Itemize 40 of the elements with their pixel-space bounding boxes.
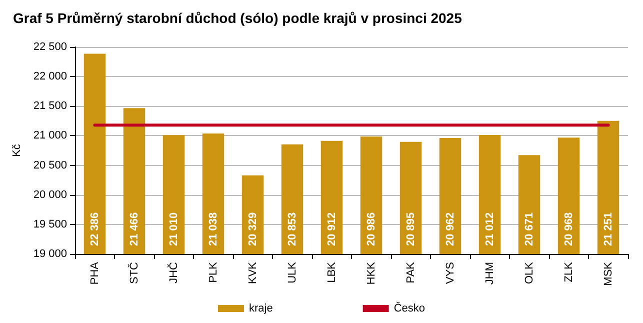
data-label: 20 853 <box>286 212 298 246</box>
data-label: 21 038 <box>207 212 220 246</box>
y-tick-label: 21 000 <box>33 130 67 142</box>
data-label: 21 012 <box>484 212 496 246</box>
data-label: 22 386 <box>88 212 101 246</box>
data-label: 20 895 <box>404 212 417 246</box>
x-tick-label: LBK <box>326 261 338 283</box>
y-tick-label: 22 500 <box>33 41 67 53</box>
y-axis-title: Kč <box>10 144 23 157</box>
x-tick-label: PLK <box>207 261 220 283</box>
x-tick-label: KVK <box>246 261 259 284</box>
y-tick-label: 20 000 <box>33 188 67 201</box>
data-label: 21 466 <box>128 212 140 246</box>
data-label: 20 962 <box>444 212 456 246</box>
legend-label: kraje <box>248 302 273 314</box>
x-tick-label: VYS <box>444 262 456 284</box>
x-tick-label: JHM <box>484 262 496 285</box>
x-tick-label: HKK <box>365 261 378 285</box>
y-tick-label: 19 000 <box>33 248 67 260</box>
x-tick-label: PHA <box>88 261 101 285</box>
y-tick-label: 20 500 <box>33 159 67 172</box>
data-label: 20 968 <box>562 212 575 246</box>
y-tick-label: 22 000 <box>33 70 67 83</box>
data-label: 20 671 <box>523 212 536 246</box>
data-label: 20 912 <box>326 212 338 246</box>
data-label: 21 251 <box>602 212 614 246</box>
x-tick-label: STČ <box>127 262 140 284</box>
data-label: 21 010 <box>168 212 180 246</box>
x-tick-label: ULK <box>286 261 298 284</box>
x-tick-label: JHČ <box>166 262 180 284</box>
chart-title: Graf 5 Průměrný starobní důchod (sólo) podle krajů v prosinci 2025 <box>13 10 462 26</box>
legend-label: Česko <box>394 302 426 314</box>
y-tick-label: 19 500 <box>33 218 67 230</box>
x-tick-label: MSK <box>602 261 614 286</box>
data-label: 20 329 <box>246 212 259 246</box>
x-tick-label: ZLK <box>562 261 575 282</box>
y-tick-label: 21 500 <box>33 100 67 112</box>
x-tick-label: PAK <box>404 261 417 284</box>
x-tick-label: OLK <box>523 261 536 284</box>
data-label: 20 986 <box>365 212 378 246</box>
